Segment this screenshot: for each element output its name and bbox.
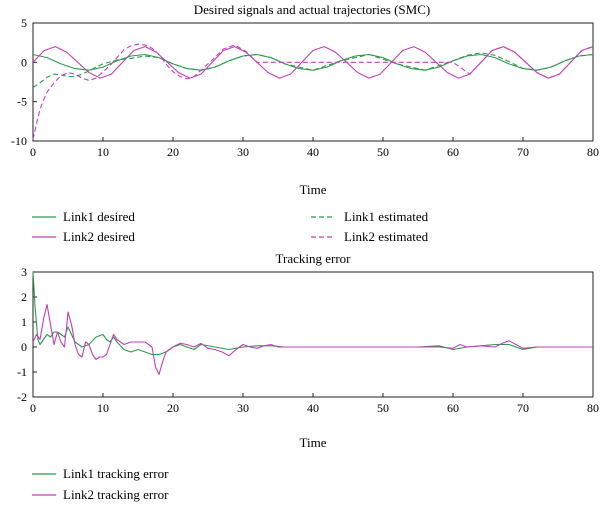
x-tick-label: 70: [517, 401, 529, 415]
x-tick-label: 30: [237, 401, 249, 415]
x-tick-label: 40: [307, 401, 319, 415]
trajectory-chart-title: Desired signals and actual trajectories …: [194, 2, 430, 17]
legend-label: Link1 tracking error: [63, 466, 169, 481]
trajectory-x-axis-label: Time: [300, 182, 327, 197]
tracking-error-x-axis-label: Time: [300, 435, 327, 450]
tracking-error-legend: Link1 tracking error Link2 tracking erro…: [32, 466, 169, 502]
y-tick-label: 2: [21, 290, 27, 304]
y-tick-label: -10: [11, 134, 27, 148]
tracking-error-series-link2-tracking-error: [32, 303, 593, 376]
legend-item-link1-tracking-error: Link1 tracking error: [32, 466, 169, 481]
y-tick-label: -2: [17, 390, 27, 404]
x-tick-label: 20: [167, 145, 179, 159]
legend-item-link1-desired: Link1 desired: [32, 209, 135, 224]
x-tick-label: 0: [30, 401, 36, 415]
legend-label: Link2 tracking error: [63, 487, 169, 502]
x-tick-label: 10: [97, 401, 109, 415]
legend-item-link2-tracking-error: Link2 tracking error: [32, 487, 169, 502]
x-tick-label: 20: [167, 401, 179, 415]
x-tick-label: 50: [377, 401, 389, 415]
tracking-error-chart-title: Tracking error: [276, 251, 352, 266]
tracking-error-chart: Tracking error 0 10 20 30 40 50 60 70 803210-1-2…: [17, 251, 599, 502]
legend-label: Link1 estimated: [344, 209, 429, 224]
legend-item-link1-estimated: Link1 estimated: [311, 209, 429, 224]
trajectory-plot-frame: [32, 22, 594, 142]
x-tick-label: 0: [30, 145, 36, 159]
y-tick-label: -1: [17, 365, 27, 379]
x-tick-label: 80: [587, 145, 599, 159]
y-tick-label: 1: [21, 315, 27, 329]
x-tick-label: 30: [237, 145, 249, 159]
legend-label: Link2 estimated: [344, 229, 429, 244]
y-tick-label: -5: [17, 95, 27, 109]
legend-label: Link1 desired: [63, 209, 135, 224]
y-tick-label: 0: [21, 340, 27, 354]
x-tick-label: 50: [377, 145, 389, 159]
x-tick-label: 80: [587, 401, 599, 415]
x-tick-label: 60: [447, 401, 459, 415]
trajectory-legend: Link1 desired Link2 desired Link1 estima…: [32, 209, 429, 244]
tracking-error-series-lines: [32, 271, 593, 376]
legend-item-link2-desired: Link2 desired: [32, 229, 135, 244]
trajectory-chart: Desired signals and actual trajectories …: [11, 2, 599, 244]
trajectory-series-link1-estimated: [32, 52, 594, 88]
x-tick-label: 10: [97, 145, 109, 159]
tracking-error-series-link1-tracking-error: [32, 271, 593, 356]
trajectory-series-link2-estimated: [32, 43, 594, 140]
legend-label: Link2 desired: [63, 229, 135, 244]
y-tick-label: 0: [21, 55, 27, 69]
x-tick-label: 70: [517, 145, 529, 159]
trajectory-series-lines: [32, 43, 594, 140]
x-tick-label: 40: [307, 145, 319, 159]
y-tick-label: 5: [21, 16, 27, 30]
y-tick-label: 3: [21, 265, 27, 279]
legend-item-link2-estimated: Link2 estimated: [311, 229, 429, 244]
tracking-error-plot-frame: [32, 271, 594, 398]
x-tick-label: 60: [447, 145, 459, 159]
